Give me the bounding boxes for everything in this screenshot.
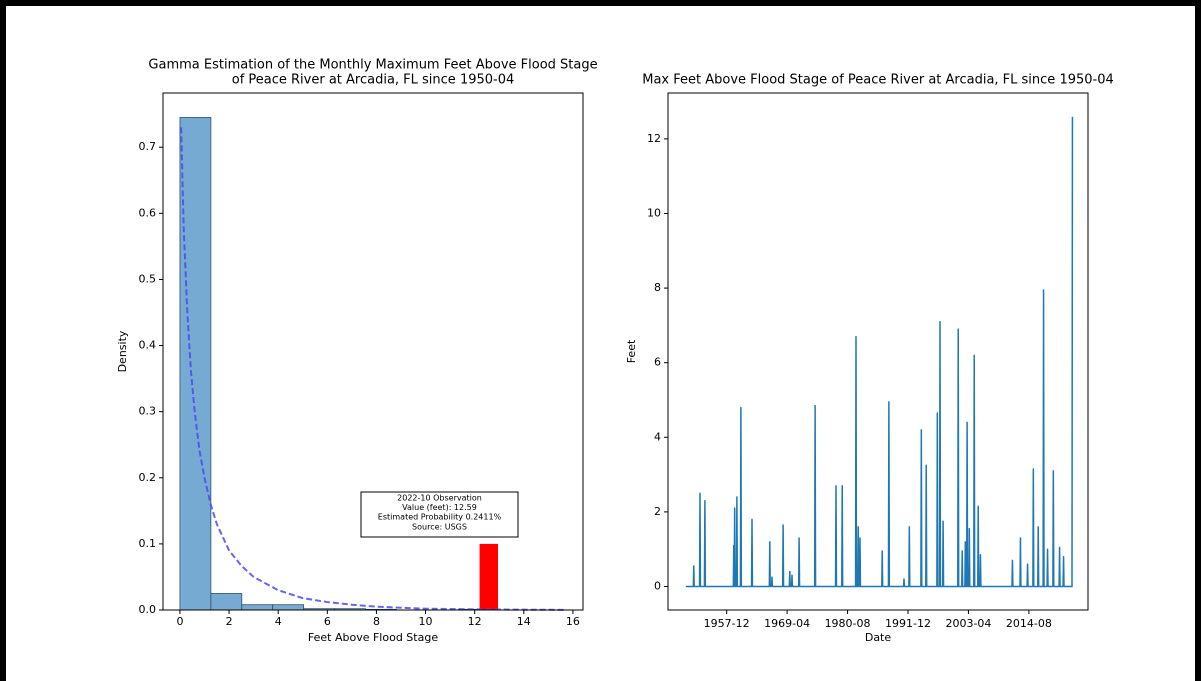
y-axis-label: Density	[116, 330, 129, 372]
x-tick-label: 1991-12	[885, 617, 931, 630]
chart-title: Gamma Estimation of the Monthly Maximum …	[148, 58, 597, 73]
y-tick-label: 0.6	[139, 206, 157, 219]
y-tick-label: 8	[654, 281, 661, 294]
annotation-text: Source: USGS	[412, 522, 467, 531]
y-tick-label: 0.3	[139, 405, 157, 418]
chart-title: Max Feet Above Flood Stage of Peace Rive…	[642, 73, 1114, 88]
x-tick-label: 0	[176, 615, 183, 628]
histogram-bar	[210, 593, 243, 611]
x-tick-label: 2014-08	[1006, 617, 1052, 630]
x-tick-label: 2	[226, 615, 233, 628]
y-tick-label: 0.2	[139, 471, 157, 484]
data-line	[685, 116, 1074, 588]
x-tick-label: 6	[324, 615, 331, 628]
y-axis-label: Feet	[625, 339, 638, 363]
x-tick-label: 1980-08	[825, 617, 871, 630]
histogram-bar	[272, 604, 305, 611]
x-tick-label: 1957-12	[704, 617, 750, 630]
annotation-text: Value (feet): 12.59	[402, 503, 477, 512]
x-tick-label: 12	[468, 615, 482, 628]
y-tick-label: 2	[654, 505, 661, 518]
y-tick-label: 6	[654, 356, 661, 369]
histogram-bar	[241, 604, 274, 611]
x-tick-label: 8	[373, 615, 380, 628]
y-tick-label: 0.5	[139, 272, 157, 285]
x-tick-label: 1969-04	[764, 617, 810, 630]
axes-frame	[667, 92, 1089, 611]
x-tick-label: 10	[419, 615, 433, 628]
y-tick-label: 0	[654, 580, 661, 593]
x-tick-label: 4	[275, 615, 282, 628]
annotation-text: 2022-10 Observation	[397, 494, 482, 503]
x-tick-label: 2003-04	[945, 617, 991, 630]
annotation-text: Estimated Probability 0.2411%	[378, 513, 502, 522]
highlight-bar	[479, 543, 499, 610]
x-axis-label: Feet Above Flood Stage	[308, 631, 438, 644]
y-tick-label: 0.1	[139, 537, 157, 550]
chart-title: of Peace River at Arcadia, FL since 1950…	[232, 73, 515, 88]
y-tick-label: 4	[654, 430, 661, 443]
histogram-bar	[179, 117, 212, 611]
x-tick-label: 16	[566, 615, 580, 628]
x-axis-label: Date	[865, 631, 892, 644]
right-chart: 1957-12 1969-04 1980-08 1991-12 2003-04 2014-…	[625, 73, 1114, 645]
axes-frame	[162, 92, 584, 611]
y-tick-label: 10	[647, 206, 661, 219]
y-tick-label: 0.4	[139, 339, 157, 352]
y-tick-label: 0.7	[139, 140, 157, 153]
gamma-curve	[180, 127, 566, 611]
x-tick-label: 14	[517, 615, 531, 628]
y-tick-label: 12	[647, 132, 661, 145]
y-tick-label: 0.0	[139, 603, 157, 616]
annotation-box	[360, 491, 519, 538]
